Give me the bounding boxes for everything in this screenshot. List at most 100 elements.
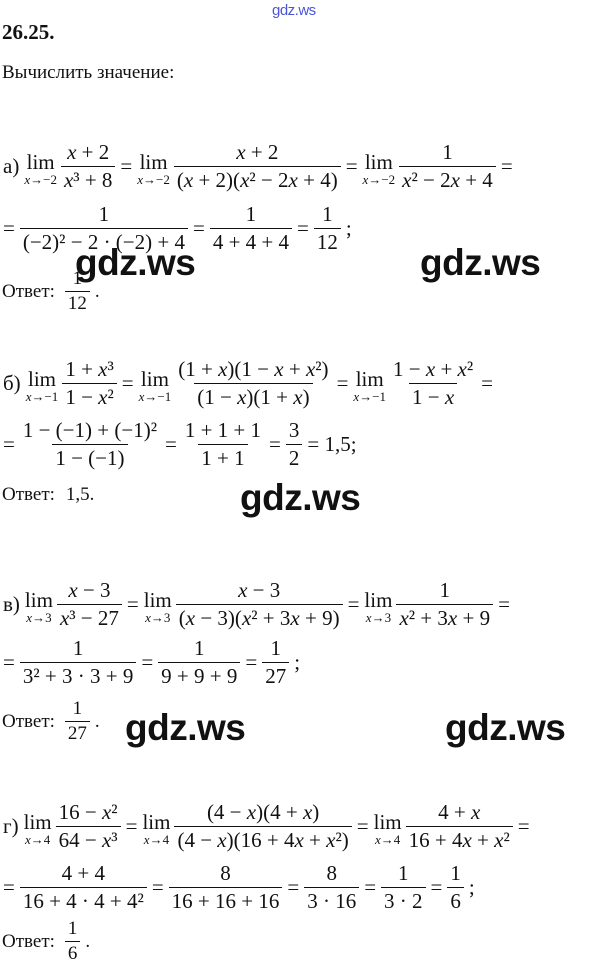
denominator: 12	[64, 291, 90, 315]
denominator: 27	[262, 662, 290, 689]
numerator: x + 2	[67, 140, 110, 164]
limit-subscript: x→−1	[25, 388, 59, 404]
numerator: 1	[450, 861, 461, 885]
numerator: 8	[326, 861, 337, 885]
denominator: 1 + 1	[198, 444, 248, 471]
numerator: 1	[67, 918, 78, 939]
lim-word: lim	[373, 809, 402, 834]
denominator: x² + 3x + 9	[396, 604, 494, 631]
limit-operator: lim x→3	[144, 588, 172, 626]
math-text: =	[165, 432, 177, 456]
math-text: =	[345, 154, 358, 178]
limit-subscript: x→3	[365, 609, 392, 625]
fraction: 1 x² − 2x + 4	[397, 140, 498, 193]
math-text: =	[3, 875, 15, 899]
denominator: 9 + 9 + 9	[158, 662, 241, 689]
denominator: 1 − x²	[62, 383, 117, 410]
limit-operator: lim x→−2	[24, 150, 57, 188]
lim-word: lim	[355, 366, 384, 391]
lim-word: lim	[27, 366, 56, 391]
limit-subscript: x→3	[26, 609, 52, 625]
limit-subscript: x→4	[24, 831, 51, 847]
lim-word: lim	[364, 587, 393, 612]
lim-word: lim	[143, 587, 172, 612]
math-text: =	[120, 154, 133, 178]
math-text: =	[3, 432, 15, 456]
fraction: 1 27	[260, 636, 291, 689]
math-text: г)	[3, 814, 19, 838]
denominator: 1 − (−1)	[52, 444, 128, 471]
math-text: ;	[294, 650, 301, 674]
math-text: =	[336, 371, 349, 395]
math-text: ;	[345, 216, 352, 240]
limit-operator: lim x→−2	[363, 150, 396, 188]
numerator: 1 − x + x²	[393, 357, 474, 381]
numerator: 1	[322, 202, 333, 226]
math-text: =	[500, 154, 513, 178]
fraction: 8 16 + 16 + 16	[167, 861, 285, 914]
numerator: x − 3	[238, 578, 281, 602]
numerator: 1	[194, 636, 205, 660]
fraction: 1 3² + 3 · 3 + 9	[18, 636, 138, 689]
limit-operator: lim x→−1	[353, 367, 386, 405]
answer-label: Ответ:	[2, 710, 55, 732]
denominator: x³ + 8	[60, 166, 116, 193]
math-text: =	[121, 371, 134, 395]
math-text: в)	[3, 592, 20, 616]
equation-line: г) lim x→4 16 − x² 64 − x³ = lim x→4 (4 − x)(4 +…	[0, 800, 533, 853]
numerator: 1	[98, 202, 110, 226]
answer-label: Ответ:	[2, 484, 55, 505]
fraction: 1 (−2)² − 2 · (−2) + 4	[18, 202, 190, 255]
numerator: 1	[72, 268, 83, 289]
fraction: 16 − x² 64 − x³	[54, 800, 123, 853]
denominator: 16 + 4x + x²	[405, 826, 513, 853]
limit-operator: lim x→4	[374, 810, 402, 848]
math-text: б)	[3, 371, 21, 395]
math-text: =	[192, 216, 205, 240]
denominator: 3 · 2	[381, 887, 426, 914]
watermark: gdz.ws	[240, 477, 361, 518]
numerator: 8	[220, 861, 231, 885]
math-text: =	[3, 650, 15, 674]
fraction: 1 − x + x² 1 − x	[388, 357, 478, 410]
math-text: =	[356, 814, 369, 838]
math-text: =	[481, 371, 494, 395]
denominator: 1 − x	[409, 383, 458, 410]
denominator: 12	[313, 228, 341, 255]
numerator: 4 + x	[438, 800, 481, 824]
denominator: x² − 2x + 4	[399, 166, 496, 193]
fraction: 1 x² + 3x + 9	[394, 578, 495, 631]
equation-line: = 4 + 4 16 + 4 · 4 + 4² = 8 16 + 16 + 16 = 8 3 ·…	[0, 861, 478, 914]
math-text: .	[94, 280, 100, 302]
numerator: 1	[439, 578, 451, 602]
denominator: (−2)² − 2 · (−2) + 4	[19, 228, 188, 255]
limit-operator: lim x→4	[142, 810, 170, 848]
numerator: (4 − x)(4 + x)	[206, 800, 320, 824]
lim-word: lim	[26, 149, 55, 174]
denominator: 6	[64, 941, 81, 965]
denominator: 2	[285, 444, 303, 471]
fraction: (1 + x)(1 − x + x²) (1 − x)(1 + x)	[173, 357, 333, 410]
math-text: =	[141, 650, 154, 674]
denominator: (x + 2)(x² − 2x + 4)	[173, 166, 341, 193]
denominator: 3² + 3 · 3 + 9	[19, 662, 137, 689]
numerator: 3	[288, 418, 300, 442]
numerator: 1	[72, 636, 84, 660]
lim-word: lim	[140, 366, 169, 391]
math-text: =	[364, 875, 377, 899]
limit-operator: lim x→−1	[139, 367, 172, 405]
task-statement: Вычислить значение:	[2, 62, 175, 83]
numerator: 1	[398, 861, 409, 885]
answer-line: Ответ: 1,5.	[2, 484, 97, 506]
fraction: x − 3 x³ − 27	[55, 578, 124, 631]
math-text: =	[126, 592, 139, 616]
denominator: 3 · 16	[304, 887, 360, 914]
equation-line: = 1 3² + 3 · 3 + 9 = 1 9 + 9 + 9 = 1 27;	[0, 636, 303, 689]
fraction: 1 12	[63, 268, 92, 315]
math-text: =	[245, 650, 258, 674]
